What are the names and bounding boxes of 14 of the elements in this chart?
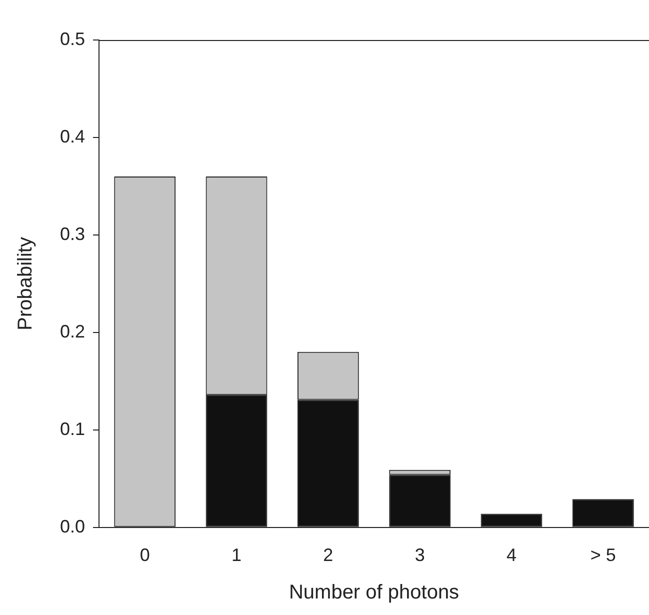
x-tick-label: 1 bbox=[232, 545, 242, 566]
y-tick-label: 0.2 bbox=[60, 321, 86, 342]
y-tick-label: 0.0 bbox=[60, 516, 86, 536]
x-tick-label: > 5 bbox=[590, 545, 616, 566]
y-tick-label: 0.1 bbox=[60, 418, 86, 439]
x-axis-title: Number of photons bbox=[288, 582, 460, 604]
y-tick-label: 0.4 bbox=[60, 126, 86, 146]
y-axis-title: Probability bbox=[14, 237, 37, 330]
y-tick-label: 0.3 bbox=[60, 224, 86, 244]
x-tick-label: 3 bbox=[414, 545, 425, 566]
x-tick-label: 0 bbox=[140, 545, 150, 566]
x-tick-label: 4 bbox=[506, 545, 517, 566]
y-tick-label: 0.5 bbox=[60, 28, 86, 49]
x-tick-label: 2 bbox=[323, 545, 334, 566]
